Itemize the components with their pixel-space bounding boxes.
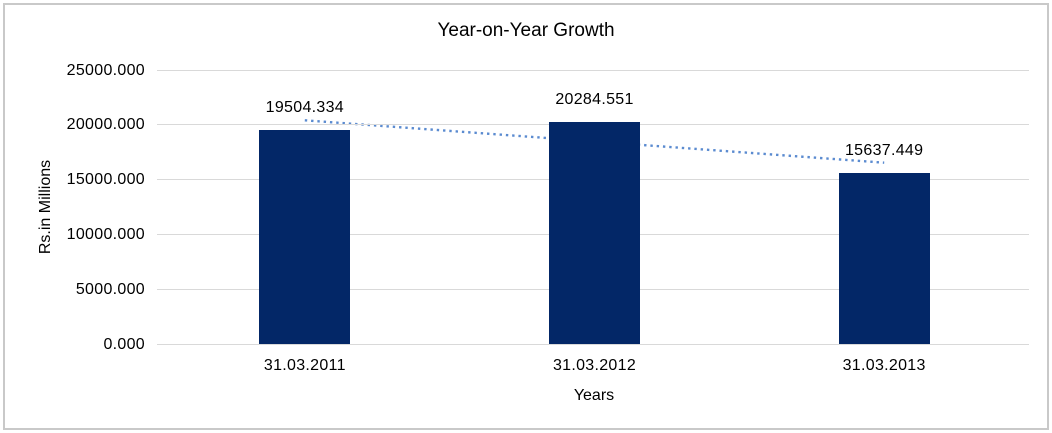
y-axis-tick-label: 15000.000 (66, 171, 145, 189)
bar (259, 130, 351, 344)
x-axis-tick-label: 31.03.2011 (263, 357, 346, 374)
x-axis-tick-label: 31.03.2012 (552, 357, 637, 374)
y-axis-title: Rs.in Millions (37, 159, 54, 255)
chart-title: Year-on-Year Growth (437, 20, 615, 41)
y-axis-tick-label: 10000.000 (66, 225, 145, 243)
data-label: 19504.334 (265, 99, 344, 117)
gridline (157, 69, 1029, 71)
x-axis-title: Years (573, 387, 615, 404)
gridline (157, 343, 1029, 345)
data-label: 20284.551 (555, 90, 634, 108)
y-axis-tick-label: 20000.000 (66, 116, 145, 134)
bar (549, 121, 640, 344)
y-axis-tick-label: 5000.000 (75, 280, 145, 298)
x-axis-tick-label: 31.03.2013 (842, 357, 926, 374)
bar (838, 172, 930, 344)
data-label: 15637.449 (844, 141, 924, 159)
y-axis-tick-label: 25000.000 (66, 61, 145, 79)
y-axis-tick-label: 0.000 (103, 335, 145, 353)
